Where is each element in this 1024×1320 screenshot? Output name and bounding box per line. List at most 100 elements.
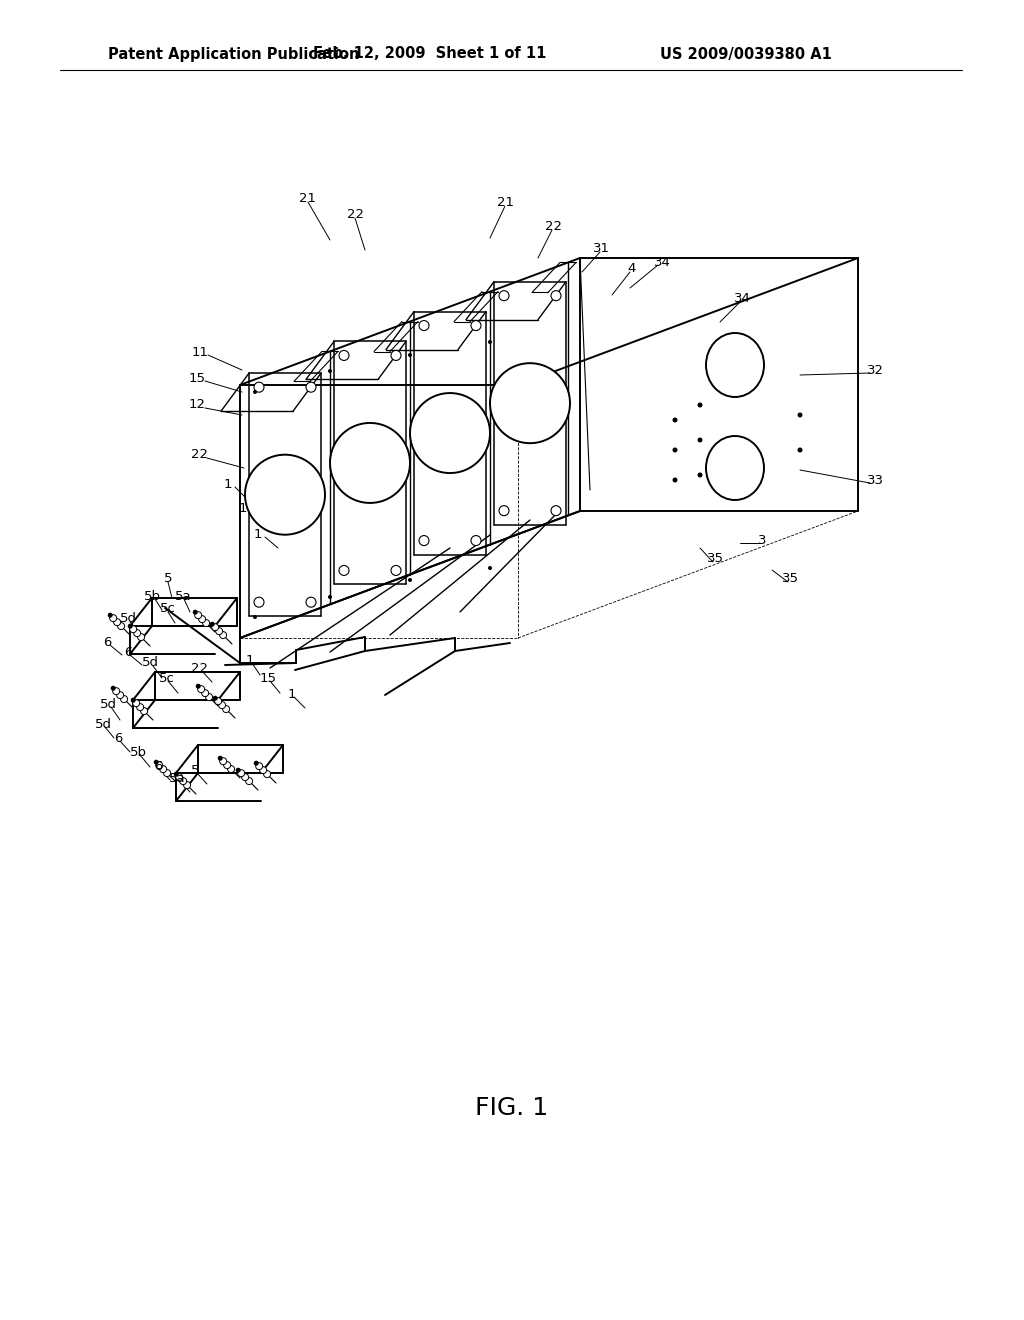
Circle shape (408, 352, 412, 356)
Text: 6: 6 (102, 635, 112, 648)
Circle shape (488, 341, 492, 345)
Circle shape (121, 696, 128, 702)
Text: 22: 22 (347, 207, 365, 220)
Circle shape (263, 771, 270, 777)
Text: 11: 11 (191, 346, 209, 359)
Circle shape (133, 630, 140, 636)
Circle shape (154, 760, 159, 764)
Circle shape (339, 565, 349, 576)
Circle shape (220, 758, 226, 764)
Circle shape (202, 689, 209, 697)
Ellipse shape (706, 436, 764, 500)
Circle shape (254, 383, 264, 392)
Circle shape (137, 634, 144, 640)
Circle shape (306, 597, 316, 607)
Text: 1: 1 (239, 502, 247, 515)
Circle shape (488, 566, 492, 570)
Circle shape (210, 622, 215, 627)
Circle shape (254, 597, 264, 607)
Circle shape (176, 774, 182, 780)
Text: 5: 5 (164, 572, 172, 585)
Circle shape (260, 767, 266, 774)
Circle shape (236, 768, 241, 772)
Circle shape (198, 685, 205, 693)
Text: 34: 34 (733, 292, 751, 305)
Circle shape (130, 626, 136, 632)
Circle shape (117, 692, 124, 698)
Circle shape (108, 612, 113, 618)
Circle shape (391, 565, 401, 576)
Circle shape (339, 350, 349, 360)
Text: 5a: 5a (169, 771, 185, 784)
Text: 5d: 5d (141, 656, 159, 669)
Circle shape (140, 708, 147, 714)
Text: 33: 33 (866, 474, 884, 487)
Circle shape (174, 772, 179, 776)
Circle shape (798, 447, 803, 453)
Text: 34: 34 (653, 256, 671, 268)
Circle shape (471, 321, 481, 330)
Circle shape (203, 619, 210, 627)
Text: 5: 5 (190, 763, 200, 776)
Text: Feb. 12, 2009  Sheet 1 of 11: Feb. 12, 2009 Sheet 1 of 11 (313, 46, 547, 62)
Circle shape (118, 623, 125, 630)
Text: 5d: 5d (120, 611, 136, 624)
Circle shape (222, 706, 229, 713)
Circle shape (697, 437, 702, 442)
Text: 31: 31 (593, 242, 609, 255)
Circle shape (213, 696, 218, 701)
Circle shape (673, 447, 678, 453)
Circle shape (253, 389, 257, 393)
Circle shape (798, 412, 803, 417)
Text: 15: 15 (188, 371, 206, 384)
Circle shape (111, 685, 116, 690)
Text: 1: 1 (246, 653, 254, 667)
Circle shape (212, 623, 219, 631)
Text: 22: 22 (545, 219, 561, 232)
Text: 6: 6 (114, 731, 122, 744)
Text: 21: 21 (299, 191, 316, 205)
Circle shape (499, 506, 509, 516)
Circle shape (219, 631, 226, 639)
Circle shape (499, 290, 509, 301)
Circle shape (490, 363, 570, 444)
Text: 5a: 5a (175, 590, 191, 602)
Circle shape (179, 777, 186, 784)
Circle shape (131, 698, 136, 702)
Text: Patent Application Publication: Patent Application Publication (108, 46, 359, 62)
Text: 12: 12 (188, 399, 206, 412)
Circle shape (330, 422, 410, 503)
Text: 35: 35 (707, 552, 724, 565)
Circle shape (133, 700, 139, 706)
Circle shape (238, 770, 245, 776)
Circle shape (419, 536, 429, 545)
Text: 35: 35 (781, 572, 799, 585)
Circle shape (408, 578, 412, 582)
Circle shape (253, 615, 257, 619)
Circle shape (697, 473, 702, 478)
Circle shape (551, 506, 561, 516)
Text: US 2009/0039380 A1: US 2009/0039380 A1 (660, 46, 831, 62)
Text: 21: 21 (497, 195, 513, 209)
Circle shape (199, 615, 206, 623)
Circle shape (206, 693, 213, 701)
Text: 5c: 5c (159, 672, 175, 685)
Circle shape (242, 774, 249, 780)
Text: 32: 32 (866, 363, 884, 376)
Text: FIG. 1: FIG. 1 (475, 1096, 549, 1119)
Circle shape (110, 615, 117, 622)
Ellipse shape (706, 333, 764, 397)
Text: 15: 15 (259, 672, 276, 685)
Circle shape (216, 627, 222, 635)
Circle shape (223, 762, 230, 768)
Circle shape (673, 417, 678, 422)
Circle shape (419, 321, 429, 330)
Circle shape (160, 766, 167, 772)
Circle shape (227, 766, 234, 772)
Circle shape (245, 454, 325, 535)
Circle shape (391, 350, 401, 360)
Circle shape (697, 403, 702, 408)
Circle shape (156, 762, 163, 768)
Circle shape (164, 770, 171, 776)
Text: 6: 6 (154, 759, 162, 772)
